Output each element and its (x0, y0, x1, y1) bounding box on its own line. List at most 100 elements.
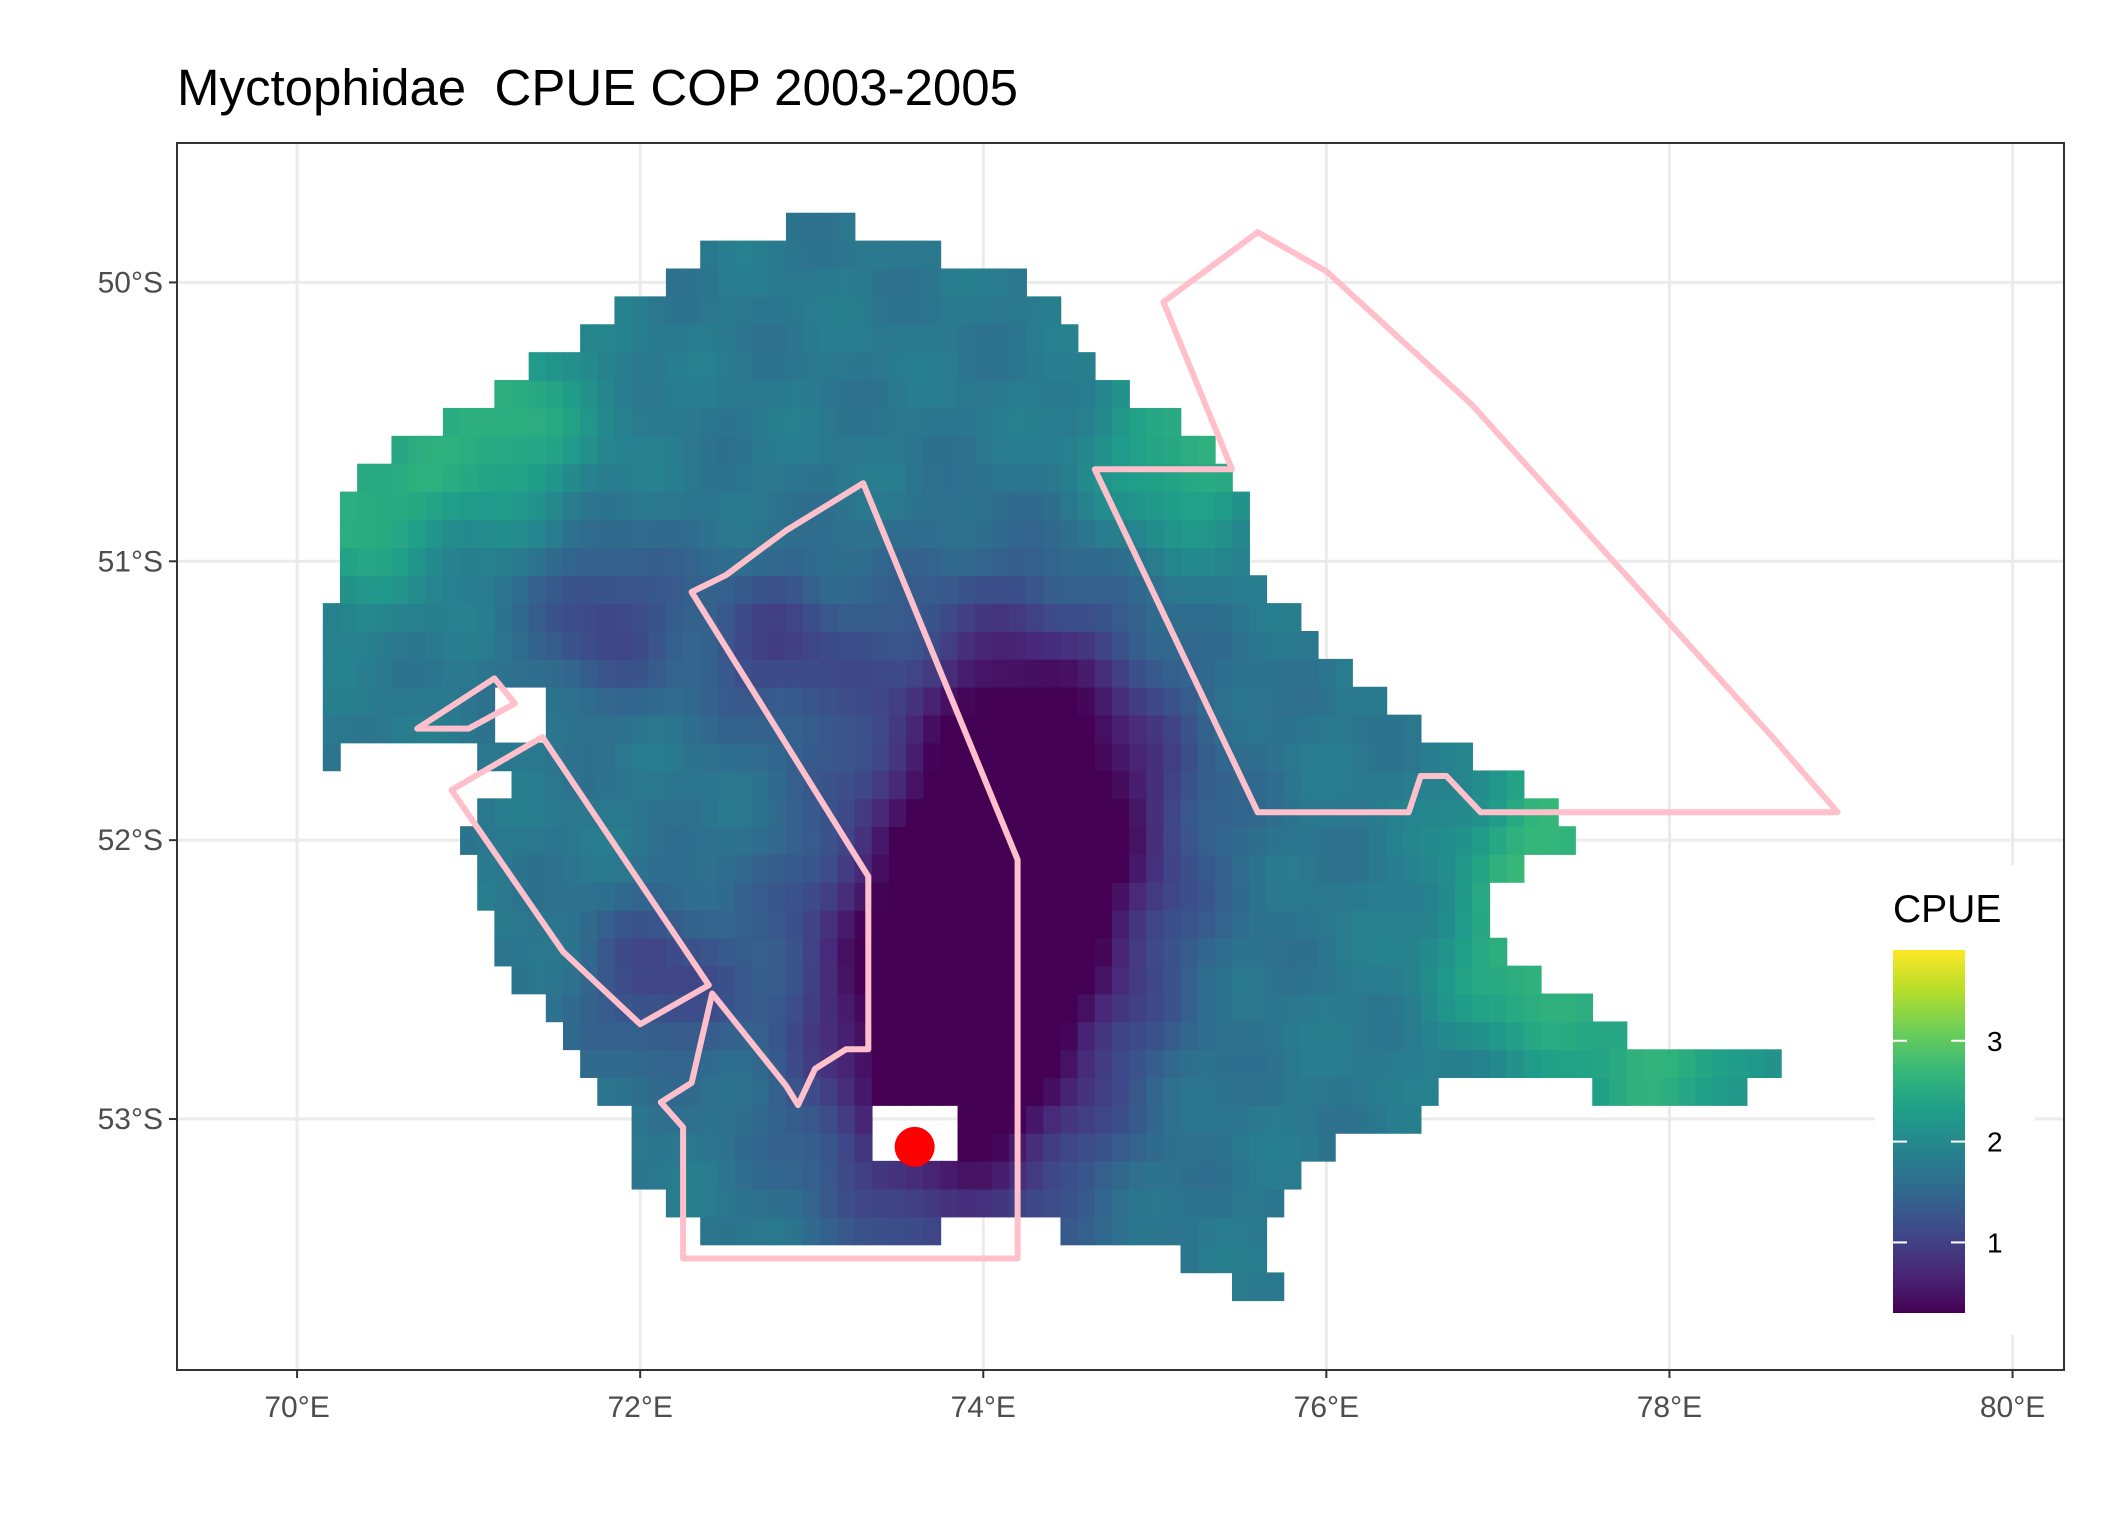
cpue-cell (803, 1021, 822, 1051)
cpue-cell (923, 1021, 942, 1051)
cpue-cell (854, 714, 873, 744)
cpue-cell (683, 742, 702, 772)
cpue-cell (700, 1160, 719, 1190)
cpue-cell (957, 881, 976, 911)
cpue-cell (888, 1021, 907, 1051)
cpue-cell (1026, 435, 1045, 465)
cpue-cell (357, 658, 376, 688)
cpue-cell (974, 854, 993, 883)
cpue-cell (700, 547, 719, 577)
cpue-cell (837, 575, 856, 604)
cpue-cell (1111, 881, 1130, 911)
cpue-cell (957, 352, 976, 381)
cpue-cell (751, 380, 770, 409)
cpue-cell (957, 324, 976, 353)
cpue-cell (1146, 1077, 1165, 1106)
cpue-cell (1232, 798, 1250, 828)
cpue-cell (1026, 881, 1045, 911)
y-tick-label: 50°S (98, 266, 163, 299)
cpue-cell (1214, 491, 1233, 521)
cpue-cell (1197, 937, 1216, 967)
cpue-cell (1111, 937, 1130, 967)
cpue-cell (1232, 993, 1250, 1023)
cpue-cell (374, 686, 393, 716)
cpue-cell (562, 826, 581, 855)
cpue-cell (665, 463, 684, 493)
cpue-cell (1334, 686, 1353, 716)
cpue-cell (511, 407, 530, 437)
cpue-cell (1163, 519, 1182, 549)
cpue-cell (545, 881, 564, 911)
cpue-cell (1455, 826, 1473, 855)
cpue-cell (1266, 993, 1285, 1023)
cpue-cell (820, 714, 839, 744)
cpue-cell (1197, 881, 1216, 911)
cpue-cell (803, 435, 822, 465)
cpue-cell (1317, 881, 1336, 911)
cpue-cell (1540, 1049, 1559, 1078)
cpue-cell (940, 547, 959, 577)
cpue-cell (751, 1132, 770, 1162)
cpue-cell (1660, 1049, 1679, 1078)
cpue-cell (888, 993, 907, 1023)
cpue-cell (1163, 770, 1182, 800)
cpue-cell (751, 352, 770, 381)
cpue-cell (1180, 1160, 1199, 1190)
cpue-cell (751, 1077, 770, 1106)
cpue-cell (614, 491, 633, 521)
cpue-cell (339, 491, 358, 521)
cpue-cell (1060, 491, 1079, 521)
cpue-cell (1369, 686, 1388, 716)
cpue-cell (597, 631, 616, 660)
cpue-cell (1232, 603, 1250, 632)
cpue-cell (717, 909, 736, 939)
cpue-cell (991, 686, 1010, 716)
cpue-cell (1026, 937, 1045, 967)
cpue-cell (785, 1132, 804, 1162)
cpue-cell (1283, 1049, 1302, 1078)
cpue-cell (357, 463, 376, 493)
cpue-cell (1283, 937, 1302, 967)
cpue-cell (768, 1132, 787, 1162)
cpue-cell (1043, 993, 1062, 1023)
cpue-cell (1283, 714, 1302, 744)
cpue-cell (785, 352, 804, 381)
cpue-cell (906, 909, 925, 939)
cpue-cell (785, 1049, 804, 1078)
cpue-cell (734, 352, 753, 381)
cpue-cell (1334, 770, 1353, 800)
cpue-cell (1111, 575, 1130, 604)
cpue-cell (871, 686, 890, 716)
cpue-cell (717, 491, 736, 521)
cpue-cell (1214, 854, 1233, 883)
cpue-cell (785, 658, 804, 688)
cpue-cell (1489, 993, 1508, 1023)
plot-title: Myctophidae CPUE COP 2003-2005 (177, 59, 1019, 116)
cpue-cell (1386, 1049, 1405, 1078)
cpue-cell (888, 407, 907, 437)
cpue-cell (460, 826, 479, 855)
cpue-cell (665, 603, 684, 632)
cpue-cell (700, 1049, 719, 1078)
cpue-cell (803, 909, 822, 939)
cpue-cell (1232, 575, 1250, 604)
cpue-cell (717, 1132, 736, 1162)
cpue-cell (631, 380, 650, 409)
cpue-cell (1249, 1272, 1268, 1302)
cpue-cell (597, 881, 616, 911)
cpue-cell (1026, 491, 1045, 521)
cpue-cell (460, 631, 479, 660)
cpue-cell (1077, 1105, 1096, 1134)
cpue-cell (1043, 352, 1062, 381)
cpue-cell (1060, 519, 1079, 549)
cpue-cell (374, 463, 393, 493)
cpue-cell (991, 407, 1010, 437)
cpue-cell (1043, 407, 1062, 437)
cpue-cell (751, 826, 770, 855)
cpue-cell (837, 937, 856, 967)
cpue-cell (1111, 965, 1130, 995)
cpue-cell (768, 770, 787, 800)
cpue-cell (1506, 1021, 1525, 1051)
cpue-cell (1455, 993, 1473, 1023)
cpue-cell (974, 519, 993, 549)
